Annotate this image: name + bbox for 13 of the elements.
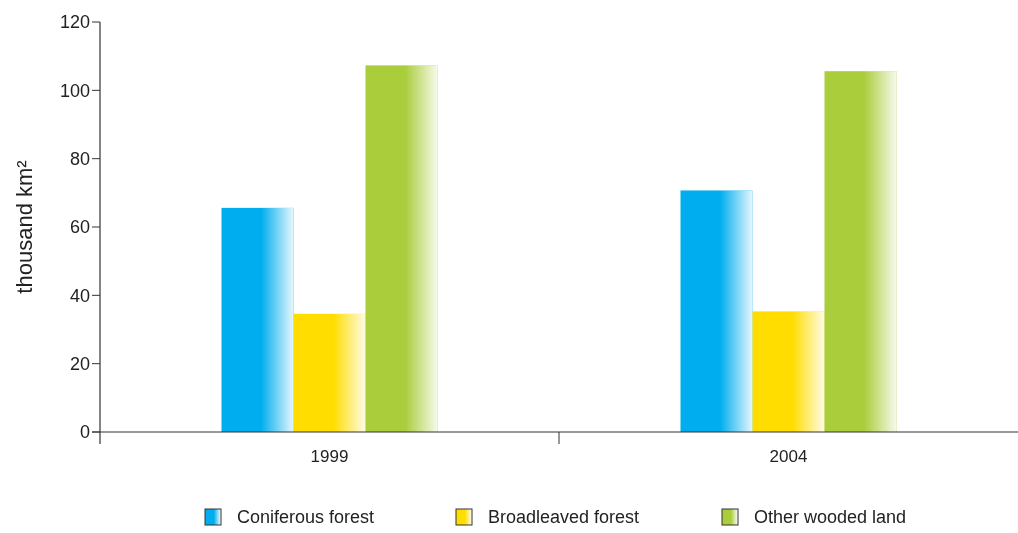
y-tick-label: 120 <box>59 12 90 33</box>
y-axis-title: thousand km² <box>12 160 37 294</box>
y-tick-label: 0 <box>79 422 90 443</box>
y-tick-label: 40 <box>69 285 90 306</box>
x-tick-label: 1999 <box>310 447 349 466</box>
y-tick-label: 100 <box>59 80 90 101</box>
legend-label: Coniferous forest <box>237 507 375 527</box>
y-tick-label: 80 <box>69 148 90 169</box>
x-tick-label: 2004 <box>769 447 808 466</box>
legend-label: Other wooded land <box>754 507 907 527</box>
y-tick-label: 60 <box>69 217 90 238</box>
legend-label: Broadleaved forest <box>488 507 640 527</box>
y-tick-label: 20 <box>69 353 90 374</box>
